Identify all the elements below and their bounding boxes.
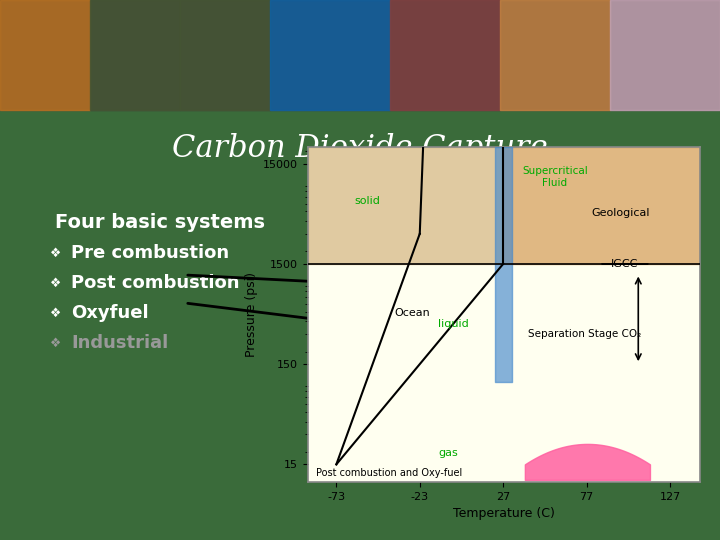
Bar <box>500 0 610 110</box>
Text: Four basic systems: Four basic systems <box>55 213 265 233</box>
Text: ❖: ❖ <box>50 246 61 260</box>
Text: ❖: ❖ <box>50 307 61 320</box>
Polygon shape <box>308 147 700 264</box>
Polygon shape <box>503 147 700 264</box>
X-axis label: Temperature (C): Temperature (C) <box>453 507 555 520</box>
Text: solid: solid <box>355 195 381 206</box>
Bar <box>180 0 270 110</box>
Text: ❖: ❖ <box>50 336 61 349</box>
Text: Supercritical
Fluid: Supercritical Fluid <box>522 166 588 188</box>
Text: Ocean: Ocean <box>395 308 431 318</box>
Text: Oxyfuel: Oxyfuel <box>71 304 148 322</box>
Bar <box>390 0 500 110</box>
Text: IGCC: IGCC <box>611 259 639 269</box>
Text: Separation Stage CO₂: Separation Stage CO₂ <box>528 329 642 339</box>
Bar <box>90 0 180 110</box>
Text: Carbon Dioxide Capture: Carbon Dioxide Capture <box>172 132 548 164</box>
Bar <box>0 0 90 110</box>
Y-axis label: Pressure (psi): Pressure (psi) <box>245 272 258 357</box>
Text: Industrial: Industrial <box>71 334 168 352</box>
Bar <box>610 0 720 110</box>
Text: gas: gas <box>438 448 458 458</box>
Bar <box>0 0 720 110</box>
Text: Post combustion and Oxy-fuel: Post combustion and Oxy-fuel <box>316 468 462 478</box>
Text: Pre combustion: Pre combustion <box>71 244 229 262</box>
Text: ❖: ❖ <box>50 276 61 289</box>
Text: Post combustion: Post combustion <box>71 274 240 292</box>
Bar <box>270 0 390 110</box>
Text: Geological: Geological <box>592 208 650 218</box>
Text: liquid: liquid <box>438 319 469 329</box>
